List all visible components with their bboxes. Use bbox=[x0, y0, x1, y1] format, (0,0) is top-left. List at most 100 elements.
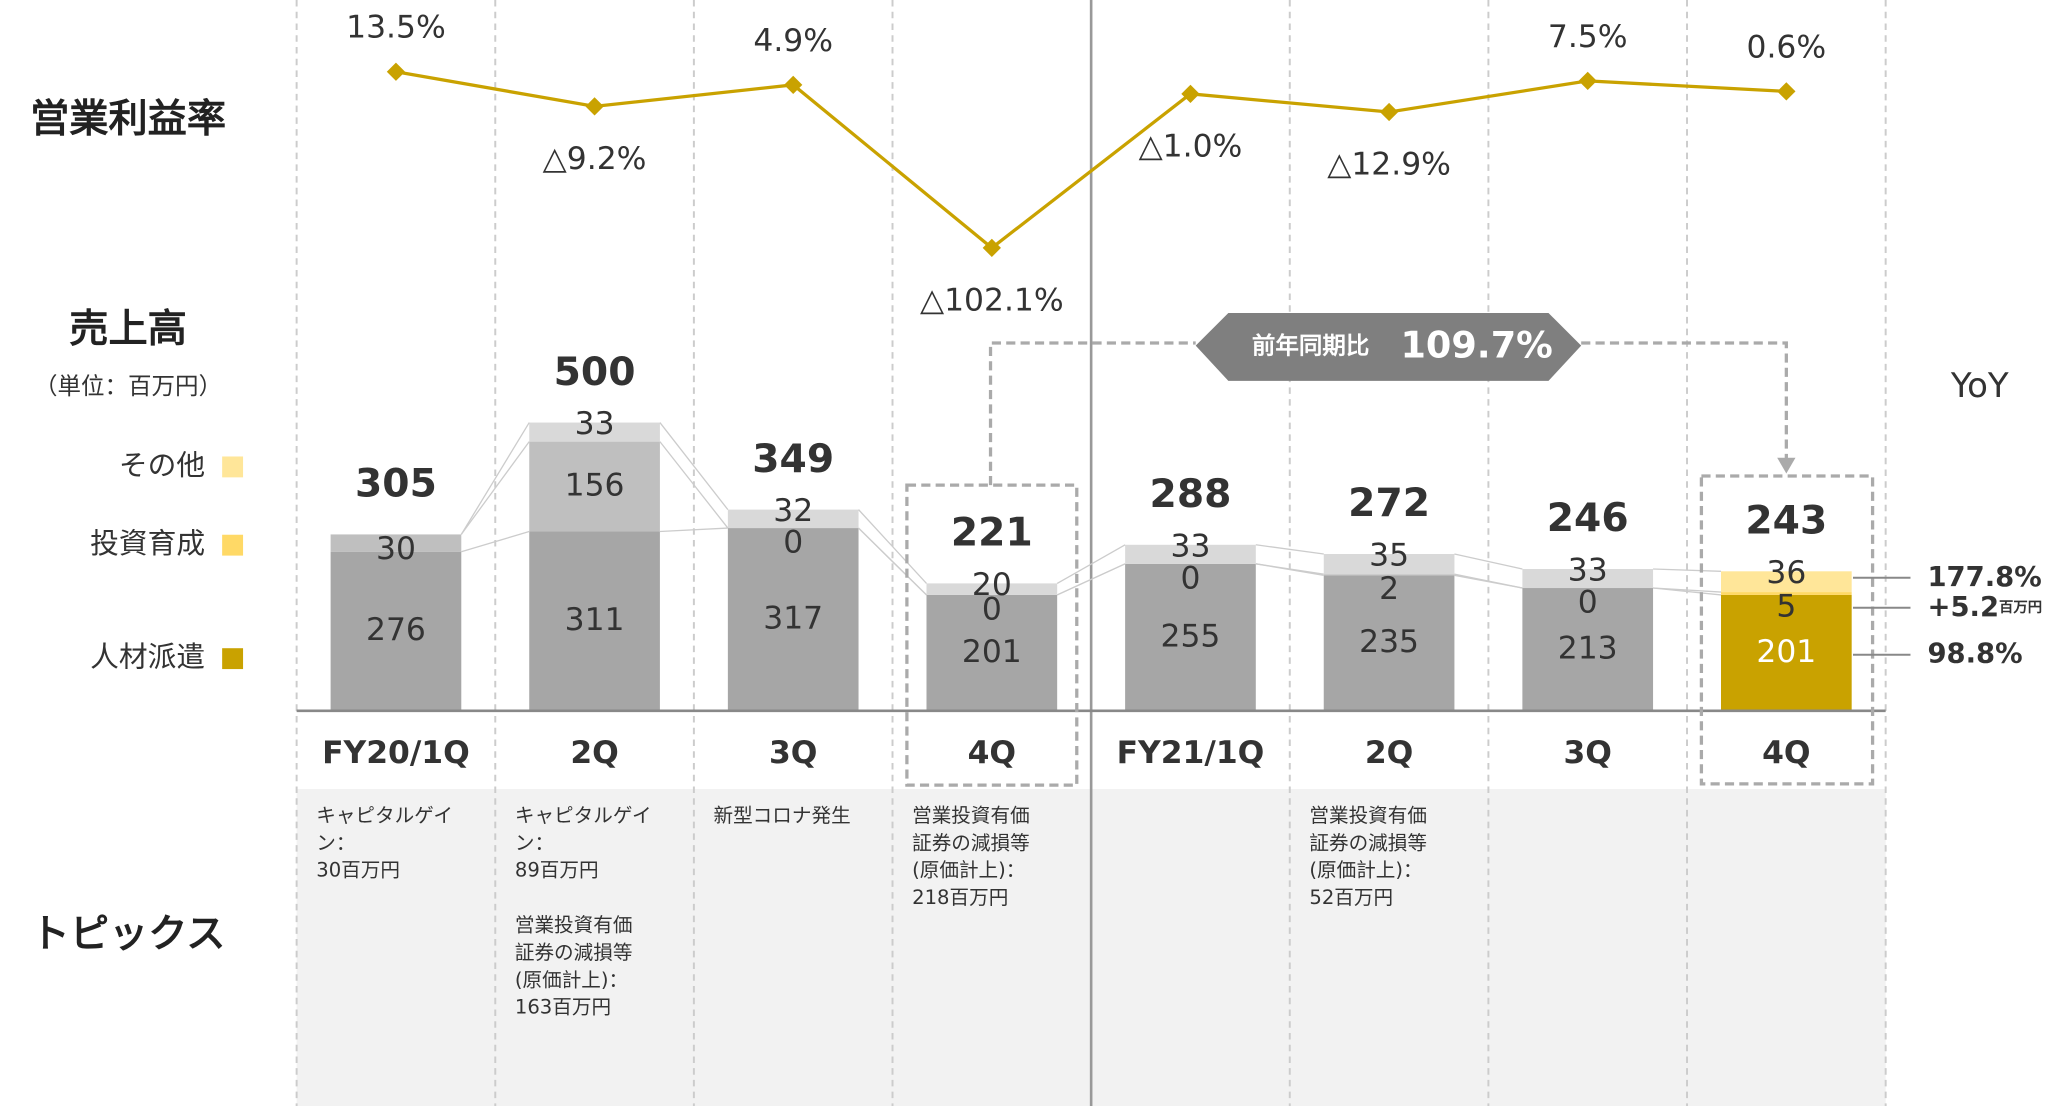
topic-text: 30百万円 bbox=[316, 859, 400, 882]
bar-segment bbox=[1522, 588, 1654, 711]
segment-label: 33 bbox=[1568, 553, 1608, 589]
margin-label: 4.9% bbox=[753, 23, 833, 59]
segment-label: 33 bbox=[1171, 528, 1211, 564]
topic-text: 新型コロナ発生 bbox=[713, 804, 850, 827]
bar-segment bbox=[330, 534, 462, 552]
connector bbox=[1255, 563, 1324, 575]
topic-text: 営業投資有価 bbox=[515, 914, 633, 937]
comparison-connector bbox=[988, 341, 1788, 486]
bar-segment bbox=[727, 528, 859, 711]
segment-label: 0 bbox=[1578, 585, 1598, 621]
bar-segment bbox=[529, 531, 660, 711]
margin-label: △9.2% bbox=[543, 141, 647, 177]
connector bbox=[1454, 573, 1523, 589]
segment-label: 20 bbox=[972, 567, 1012, 603]
topics-title: トピックス bbox=[31, 912, 226, 957]
segment-label: 35 bbox=[1369, 538, 1409, 574]
connector bbox=[461, 530, 530, 553]
total-label: 288 bbox=[1150, 472, 1232, 517]
topic-text: 営業投資有価 bbox=[1309, 804, 1427, 827]
margin-label: 0.6% bbox=[1747, 29, 1827, 65]
bar-segment bbox=[330, 551, 462, 711]
margin-marker bbox=[585, 97, 604, 116]
margin-label: 7.5% bbox=[1548, 19, 1628, 55]
total-label: 500 bbox=[554, 350, 636, 395]
segment-label: 311 bbox=[565, 602, 625, 638]
segment-label: 0 bbox=[783, 525, 803, 561]
category-label: 2Q bbox=[1365, 735, 1413, 771]
yoy-value: +5.2 bbox=[1927, 591, 1999, 622]
legend-swatch bbox=[222, 456, 244, 478]
connector bbox=[460, 422, 530, 535]
bar-segment bbox=[727, 509, 859, 529]
segment-label: 156 bbox=[565, 468, 625, 504]
yoy-value: 98.8% bbox=[1927, 638, 2022, 669]
topic-text: ン： bbox=[515, 831, 554, 854]
topic-text: (原価計上)： bbox=[1309, 859, 1422, 882]
connector bbox=[1653, 587, 1722, 593]
bar-segment bbox=[1522, 569, 1654, 589]
topic-text: 52百万円 bbox=[1309, 886, 1393, 909]
bar-segment bbox=[529, 441, 660, 532]
margin-marker bbox=[1777, 82, 1796, 101]
margin-marker bbox=[784, 75, 803, 95]
topic-text: キャピタルゲイ bbox=[316, 804, 453, 827]
connector bbox=[659, 441, 729, 529]
connector bbox=[1255, 544, 1324, 555]
segment-label: 32 bbox=[773, 493, 813, 529]
category-label: FY21/1Q bbox=[1117, 735, 1265, 771]
topic-text: ン： bbox=[316, 831, 355, 854]
topic-text: (原価計上)： bbox=[912, 859, 1025, 882]
comparison-label: 前年同期比 bbox=[1252, 331, 1370, 359]
segment-label: 255 bbox=[1161, 618, 1221, 654]
segment-label: 213 bbox=[1558, 630, 1618, 666]
topic-text: 証券の減損等 bbox=[1309, 831, 1427, 854]
margin-label: △102.1% bbox=[920, 282, 1064, 318]
yoy-title: YoY bbox=[1950, 366, 2009, 406]
yoy-value: 177.8% bbox=[1927, 561, 2041, 592]
margin-marker bbox=[1578, 71, 1597, 91]
topic-text: 89百万円 bbox=[515, 859, 599, 882]
connector bbox=[1056, 544, 1126, 584]
segment-label: 36 bbox=[1766, 555, 1806, 591]
connector bbox=[1056, 563, 1126, 596]
bar-segment bbox=[926, 583, 1058, 595]
connector bbox=[1653, 568, 1722, 572]
margin-marker bbox=[1181, 84, 1200, 103]
total-label: 272 bbox=[1348, 481, 1430, 526]
arrow-head bbox=[1777, 457, 1796, 474]
topic-text: キャピタルゲイ bbox=[515, 804, 652, 827]
bar-segment bbox=[1125, 563, 1256, 711]
segment-label: 317 bbox=[763, 600, 823, 636]
total-label: 349 bbox=[752, 437, 834, 482]
topic-text: 218百万円 bbox=[912, 886, 1008, 909]
bar-segment bbox=[926, 594, 1058, 711]
topic-text: 証券の減損等 bbox=[515, 941, 633, 964]
category-label: FY20/1Q bbox=[322, 735, 470, 771]
connector bbox=[659, 527, 728, 533]
bar-segment bbox=[1323, 574, 1455, 576]
margin-marker bbox=[386, 62, 406, 81]
bar-segment bbox=[1323, 575, 1455, 711]
topic-text: 営業投資有価 bbox=[912, 804, 1030, 827]
margin-label: △12.9% bbox=[1327, 146, 1451, 182]
legend-label: 投資育成 bbox=[90, 526, 205, 560]
bar-segment bbox=[1721, 592, 1852, 595]
segment-label: 235 bbox=[1359, 624, 1419, 660]
bar-segment bbox=[1125, 544, 1256, 564]
legend-label: 人材派遣 bbox=[90, 640, 205, 674]
margin-label: 13.5% bbox=[346, 10, 446, 46]
connector bbox=[659, 422, 729, 511]
segment-label: 33 bbox=[575, 406, 615, 442]
comparison-banner bbox=[1195, 313, 1582, 381]
segment-label: 2 bbox=[1379, 571, 1399, 607]
segment-label: 201 bbox=[1756, 634, 1816, 670]
topic-text: 証券の減損等 bbox=[912, 831, 1030, 854]
category-label: 2Q bbox=[570, 735, 618, 771]
yoy-unit: 百万円 bbox=[1999, 599, 2042, 616]
yoy-label: 177.8% bbox=[1927, 561, 2041, 592]
sales-title: 売上高 bbox=[69, 307, 187, 352]
yoy-label: +5.2百万円 bbox=[1927, 591, 2042, 622]
margin-line bbox=[395, 70, 1787, 250]
